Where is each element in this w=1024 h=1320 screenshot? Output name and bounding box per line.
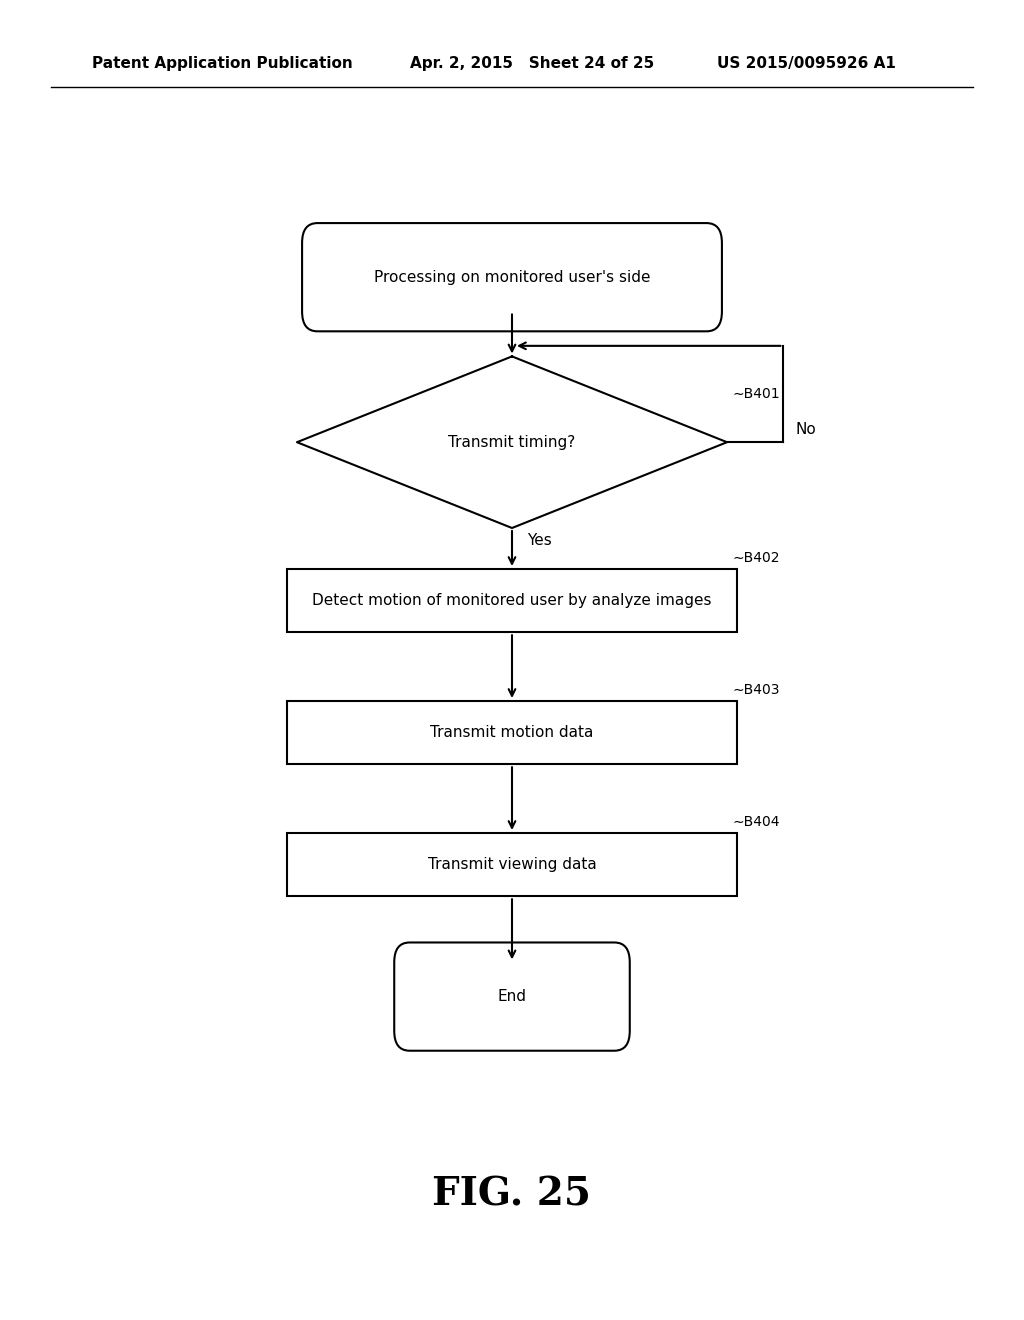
Text: End: End bbox=[498, 989, 526, 1005]
Bar bbox=[287, 833, 737, 896]
Text: Patent Application Publication: Patent Application Publication bbox=[92, 55, 353, 71]
Text: ∼B403: ∼B403 bbox=[732, 682, 779, 697]
Text: Transmit viewing data: Transmit viewing data bbox=[428, 857, 596, 873]
Text: Processing on monitored user's side: Processing on monitored user's side bbox=[374, 269, 650, 285]
Text: Detect motion of monitored user by analyze images: Detect motion of monitored user by analy… bbox=[312, 593, 712, 609]
Bar bbox=[287, 569, 737, 632]
Text: Yes: Yes bbox=[527, 533, 552, 548]
Text: Transmit timing?: Transmit timing? bbox=[449, 434, 575, 450]
Text: ∼B404: ∼B404 bbox=[732, 814, 779, 829]
FancyBboxPatch shape bbox=[394, 942, 630, 1051]
Text: US 2015/0095926 A1: US 2015/0095926 A1 bbox=[717, 55, 896, 71]
FancyBboxPatch shape bbox=[302, 223, 722, 331]
Text: ∼B402: ∼B402 bbox=[732, 550, 779, 565]
Text: No: No bbox=[796, 422, 816, 437]
Text: ∼B401: ∼B401 bbox=[732, 387, 780, 401]
Text: Transmit motion data: Transmit motion data bbox=[430, 725, 594, 741]
Bar bbox=[287, 701, 737, 764]
Text: Apr. 2, 2015   Sheet 24 of 25: Apr. 2, 2015 Sheet 24 of 25 bbox=[410, 55, 654, 71]
Text: FIG. 25: FIG. 25 bbox=[432, 1176, 592, 1213]
